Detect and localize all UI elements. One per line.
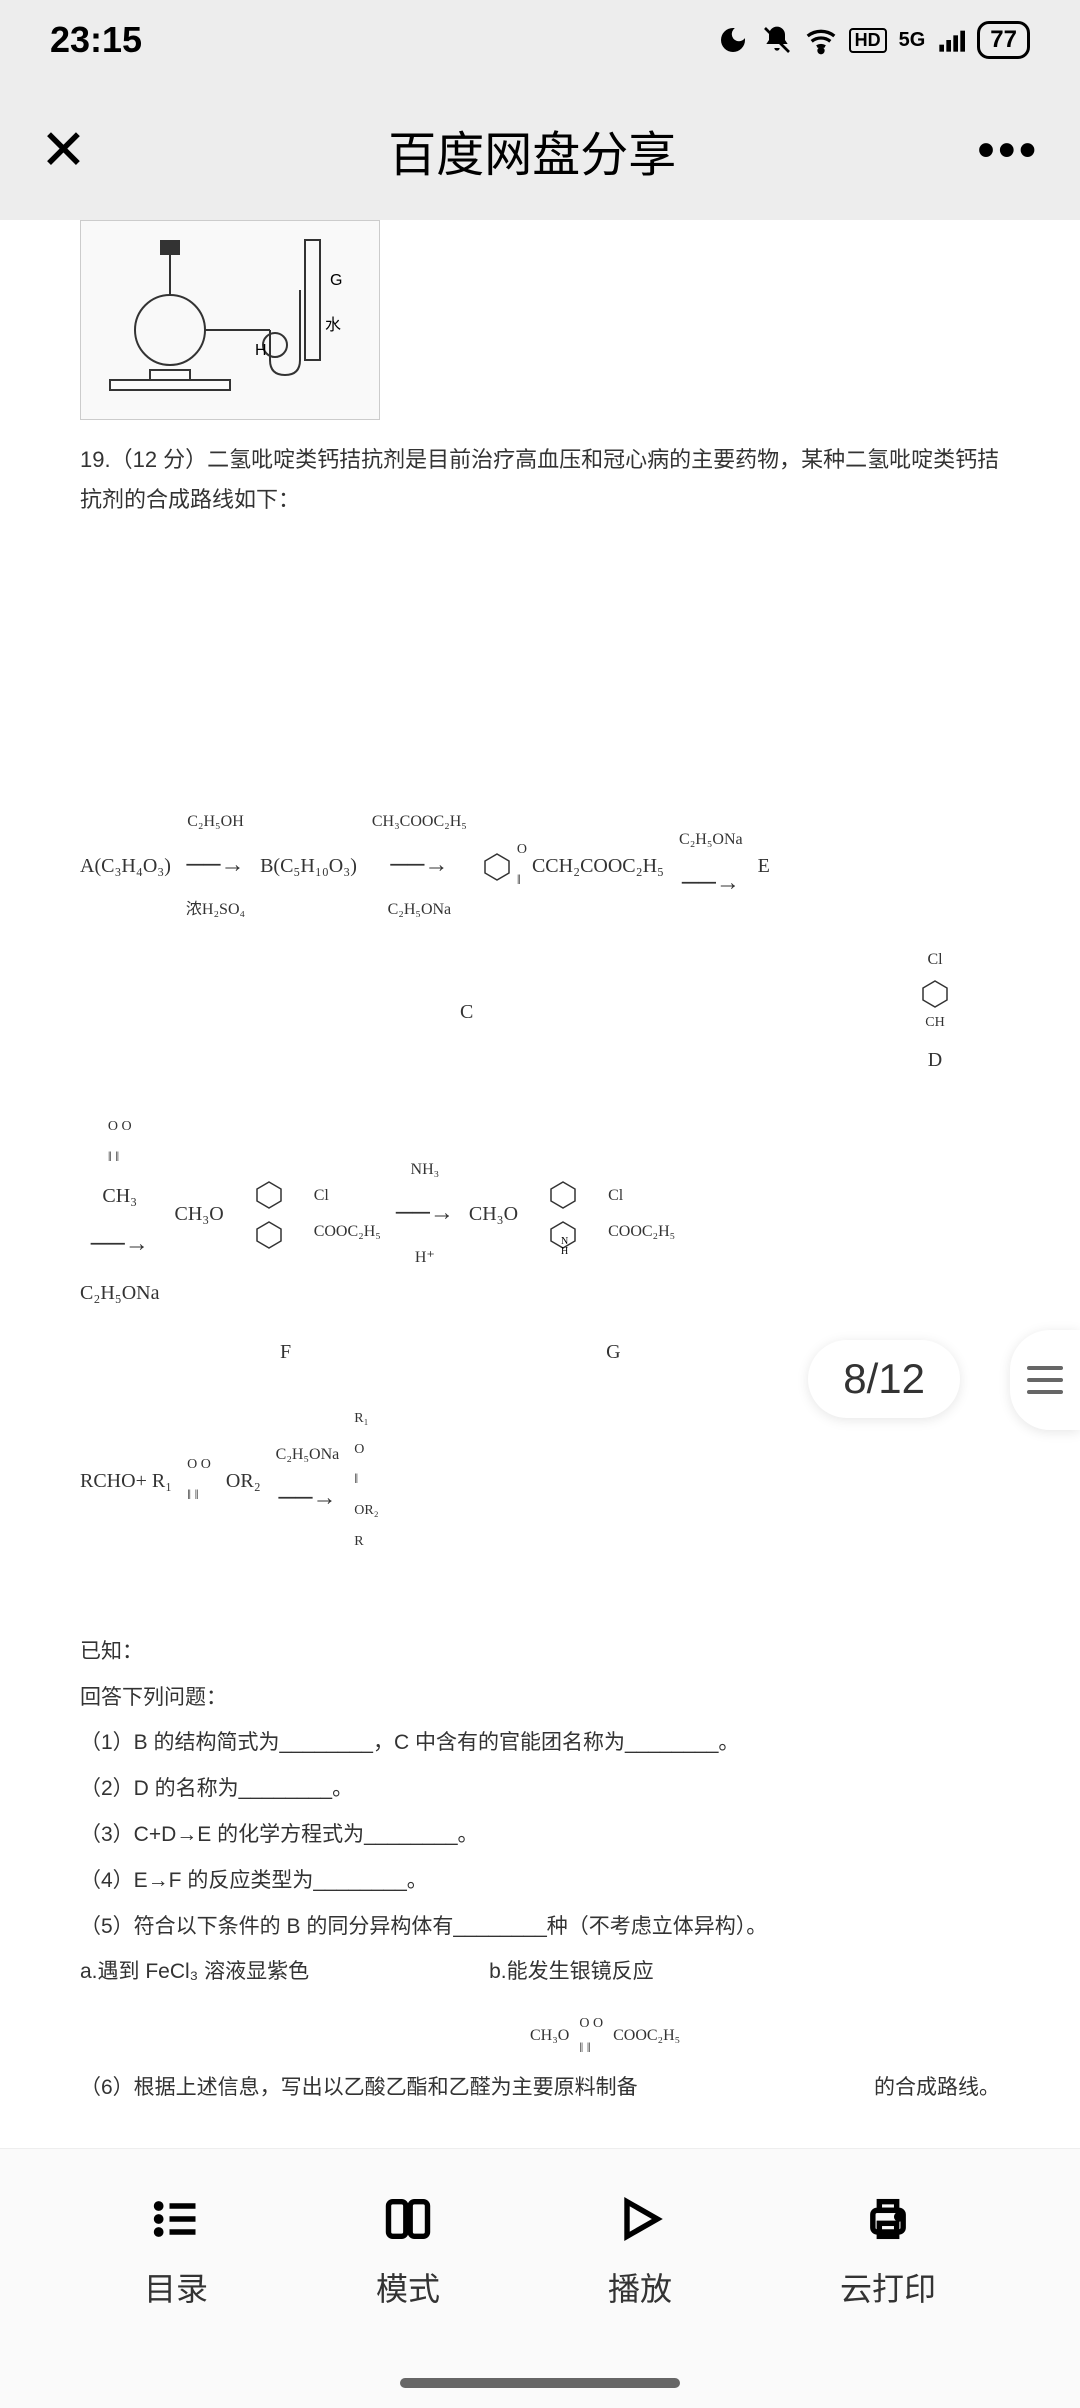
label-h: H	[255, 342, 267, 359]
app-header: ✕ 百度网盘分享 •••	[0, 80, 1080, 220]
or2-1: OR₂	[226, 1459, 261, 1503]
nav-print-label: 云打印	[840, 2264, 936, 2310]
nav-mode-label: 模式	[376, 2264, 440, 2310]
sub-q5: （5）符合以下条件的 B 的同分异构体有________种（不考虑立体异构）。	[80, 1908, 1000, 1946]
sub-q1: （1）B 的结构简式为________，C 中含有的官能团名称为________…	[80, 1724, 1000, 1762]
cl-g: Cl	[608, 1187, 623, 1204]
benzene-icon-d	[920, 978, 950, 1008]
bell-off-icon	[761, 24, 793, 56]
side-menu-button[interactable]	[1010, 1330, 1080, 1430]
svg-text:H: H	[561, 1246, 568, 1254]
compound-f-struct	[239, 1174, 299, 1254]
sub-q3: （3）C+D→E 的化学方程式为________。	[80, 1816, 1000, 1854]
play-icon	[610, 2189, 670, 2249]
sub-q5a: a.遇到 FeCl₃ 溶液显紫色	[80, 1953, 309, 1991]
ch3o-g: CH₃O	[469, 1192, 518, 1236]
known-label: 已知：	[80, 1633, 1000, 1671]
nh3-label: NH₃	[411, 1152, 440, 1187]
compound-g-struct: NH	[533, 1174, 593, 1254]
mode-icon	[378, 2189, 438, 2249]
nav-play[interactable]: 播放	[608, 2189, 672, 2310]
document-content[interactable]: G H 水 19.（12 分）二氢吡啶类钙拮抗剂是目前治疗高血压和冠心病的主要药…	[0, 220, 1080, 2100]
sub-q6: （6）根据上述信息，写出以乙酸乙酯和乙醛为主要原料制备	[80, 2069, 638, 2100]
signal-icon	[937, 24, 965, 56]
sub6-struct: COOC₂H₅	[613, 2022, 680, 2051]
rcho-label: RCHO+ R₁	[80, 1459, 172, 1503]
compound-a: A(C₃H₄O₃)	[80, 844, 171, 888]
r-label: R	[354, 1527, 378, 1558]
answer-prompt: 回答下列问题：	[80, 1679, 1000, 1717]
reagent-4: C₂H₅ONa	[276, 1437, 340, 1472]
nav-mode[interactable]: 模式	[376, 2189, 440, 2310]
home-indicator[interactable]	[400, 2378, 680, 2388]
list-icon	[146, 2189, 206, 2249]
cl-label: Cl	[927, 942, 942, 977]
cooc-f: COOC₂H₅	[314, 1223, 381, 1240]
bottom-nav: 目录 模式 播放 云打印	[0, 2148, 1080, 2408]
sub-q6-end: 的合成路线。	[874, 2069, 1000, 2100]
reagent-1-bot: 浓H₂SO₄	[186, 892, 245, 927]
wifi-icon	[805, 24, 837, 56]
label-f: F	[280, 1330, 291, 1374]
status-bar: 23:15 HD 5G 77	[0, 0, 1080, 80]
sub-q4: （4）E→F 的反应类型为________。	[80, 1862, 1000, 1900]
r1-label: R₁	[354, 1404, 378, 1435]
print-icon	[858, 2189, 918, 2249]
cooc-g: COOC₂H₅	[608, 1223, 675, 1240]
sub-q5b: b.能发生银镜反应	[489, 1953, 654, 1991]
reagent-1-top: C₂H₅OH	[187, 804, 244, 839]
reagent-3: C₂H₅ONa	[679, 822, 743, 857]
reagent-2-bot: C₂H₅ONa	[388, 892, 452, 927]
sub6-ch3o: CH₃O	[530, 2022, 569, 2051]
sub-q2: （2）D 的名称为________。	[80, 1770, 1000, 1808]
benzene-icon	[482, 851, 512, 881]
nav-toc-label: 目录	[144, 2264, 208, 2310]
label-g: G	[330, 272, 342, 289]
label-g2: G	[606, 1330, 620, 1374]
compound-b: B(C₅H₁₀O₃)	[260, 844, 357, 888]
moon-icon	[717, 24, 749, 56]
q19-intro: 19.（12 分）二氢吡啶类钙拮抗剂是目前治疗高血压和冠心病的主要药物，某种二氢…	[80, 440, 1000, 519]
compound-e: E	[758, 844, 770, 888]
network-type: 5G	[899, 29, 926, 52]
close-button[interactable]: ✕	[40, 117, 87, 183]
d-ch: CH	[925, 1008, 944, 1039]
synthesis-scheme: A(C₃H₄O₃) C₂H₅OH ──→ 浓H₂SO₄ B(C₅H₁₀O₃) C…	[80, 769, 1000, 1593]
apparatus-diagram: G H 水	[80, 220, 380, 420]
status-time: 23:15	[50, 19, 142, 61]
ch3o-label: CH₃O	[175, 1192, 224, 1236]
label-water: 水	[325, 316, 341, 334]
c-struct: CCH₂COOC₂H₅	[532, 844, 664, 888]
page-indicator[interactable]: 8/12	[808, 1340, 960, 1418]
hd-badge: HD	[849, 28, 887, 53]
nav-toc[interactable]: 目录	[144, 2189, 208, 2310]
status-icons: HD 5G 77	[717, 21, 1030, 59]
page-title: 百度网盘分享	[388, 115, 676, 185]
more-button[interactable]: •••	[978, 123, 1040, 178]
or2-2: OR₂	[354, 1496, 378, 1527]
cl-f: Cl	[314, 1187, 329, 1204]
label-c: C	[460, 990, 473, 1034]
reagent-2-top: CH₃COOC₂H₅	[372, 804, 467, 839]
hplus-label: H⁺	[415, 1240, 435, 1275]
hamburger-icon	[1027, 1366, 1063, 1394]
nav-play-label: 播放	[608, 2264, 672, 2310]
battery-level: 77	[977, 21, 1030, 59]
ch3-label: CH₃	[102, 1174, 137, 1218]
nav-print[interactable]: 云打印	[840, 2189, 936, 2310]
label-d: D	[928, 1038, 942, 1082]
reagent-e: C₂H₅ONa	[80, 1271, 160, 1315]
